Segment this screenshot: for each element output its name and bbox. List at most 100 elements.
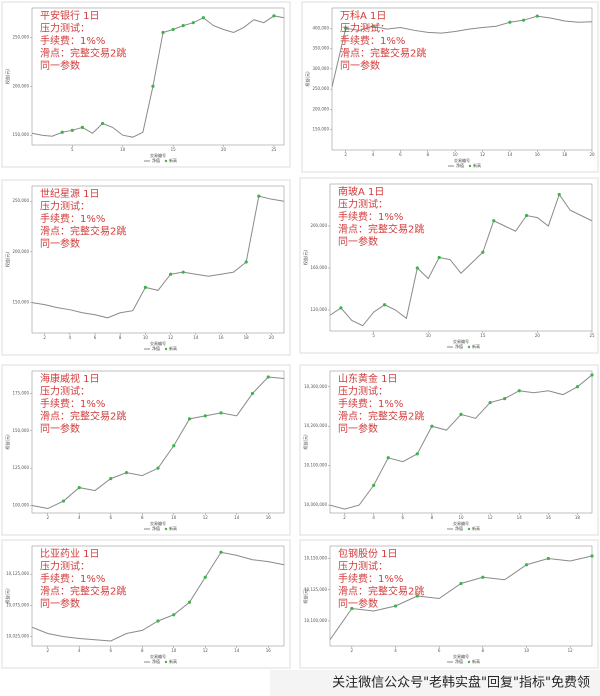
new-high-point — [517, 389, 521, 393]
x-tick-label: 25 — [589, 333, 595, 338]
y-tick-label: 125,000 — [12, 465, 29, 470]
y-tick-label: 175,000 — [12, 390, 29, 395]
equity-line — [330, 193, 592, 327]
x-tick-label: 12 — [203, 515, 209, 520]
new-high-point — [172, 444, 176, 448]
new-high-point — [524, 213, 529, 218]
y-tick-label: 150,000 — [12, 132, 29, 137]
new-high-point — [415, 452, 419, 456]
x-tick-label: 2 — [46, 515, 49, 520]
chart-panel: 150,000 200,000 250,000 5 10 15 20 25 权益(元) 交易编号净… — [1, 1, 291, 168]
new-high-point — [156, 619, 160, 623]
plot-area — [331, 7, 593, 151]
new-high-point — [151, 84, 155, 88]
annotation: 同一参数 — [40, 59, 80, 72]
x-tick-label: 10 — [171, 648, 177, 653]
chart-panel: 10,100,000 10,125,000 10,150,000 2 4 6 8 10 12 权益… — [299, 539, 599, 669]
panel-frame — [1, 1, 291, 168]
y-tick-label: 10,125,000 — [6, 571, 29, 576]
x-tick-label: 12 — [480, 152, 486, 157]
new-high-point — [575, 385, 580, 389]
x-tick-label: 18 — [562, 152, 568, 157]
annotation: 滑点：完整交易2跳 — [40, 410, 126, 423]
annotation: 压力测试： — [40, 200, 90, 213]
x-tick-label: 6 — [438, 648, 441, 653]
new-high-point — [590, 554, 594, 558]
legend-label: 净值 — [455, 525, 463, 531]
new-high-point — [203, 575, 207, 579]
legend-dot — [468, 164, 472, 168]
annotation: 山东黄金 1日 — [338, 372, 398, 385]
x-tick-label: 10 — [120, 147, 126, 152]
new-high-point — [201, 16, 205, 20]
new-high-point — [100, 121, 105, 126]
new-high-point — [393, 604, 398, 608]
annotation: 压力测试： — [40, 560, 90, 573]
annotation: 平安银行 1日 — [40, 9, 100, 22]
footer-text: 关注微信公众号"老韩实盘"回复"指标"免费领 — [332, 675, 590, 691]
plot-area — [31, 7, 285, 146]
new-high-point — [219, 411, 223, 415]
x-tick-label: 8 — [141, 515, 144, 520]
x-tick-label: 6 — [109, 648, 112, 653]
plot-area — [31, 370, 285, 514]
x-tick-label: 2 — [351, 648, 354, 653]
legend-label: 净值 — [152, 658, 160, 664]
panel-frame — [299, 177, 599, 354]
x-tick-label: 10 — [171, 515, 177, 520]
new-high-point — [382, 303, 387, 307]
y-tick-label: 250,000 — [12, 198, 29, 203]
y-tick-label: 400,000 — [312, 25, 329, 30]
plot-area — [329, 183, 593, 332]
new-high-point — [191, 21, 195, 25]
x-tick-label: 6 — [402, 515, 405, 520]
legend-label: 净值 — [152, 157, 160, 163]
annotation: 滑点：完整交易2跳 — [40, 47, 126, 60]
x-tick-label: 5 — [372, 333, 375, 338]
annotation: 比亚药业 1日 — [40, 548, 100, 560]
new-high-point — [481, 250, 485, 254]
legend-label: 新高 — [472, 525, 480, 531]
panel-frame — [299, 539, 599, 669]
plot-area — [31, 185, 285, 334]
annotation: 手续费：1%% — [338, 397, 403, 410]
annotation: 同一参数 — [338, 422, 378, 435]
new-high-point — [344, 26, 348, 30]
y-tick-label: 250,000 — [12, 34, 29, 39]
y-tick-label: 100,000 — [12, 503, 29, 508]
y-axis-label: 权益(元) — [4, 252, 10, 268]
x-tick-label: 2 — [344, 152, 347, 157]
new-high-point — [524, 563, 529, 567]
legend-label: 新高 — [169, 345, 177, 351]
x-tick-label: 10 — [453, 152, 459, 157]
legend-label: 新高 — [169, 525, 177, 531]
annotation: 同一参数 — [40, 422, 80, 435]
x-tick-label: 14 — [234, 515, 240, 520]
y-tick-label: 200,000 — [12, 249, 29, 254]
new-high-point — [156, 466, 160, 470]
x-tick-label: 16 — [266, 648, 272, 653]
new-high-point — [244, 260, 248, 264]
annotation: 滑点：完整交易2跳 — [338, 585, 424, 598]
x-tick-label: 18 — [575, 515, 581, 520]
equity-line — [32, 195, 284, 319]
y-axis-label: 权益(元) — [304, 71, 310, 87]
legend-label: 新高 — [169, 658, 177, 664]
new-high-point — [61, 499, 66, 503]
x-tick-label: 20 — [535, 333, 541, 338]
annotation: 手续费：1%% — [338, 572, 403, 585]
new-high-point — [181, 24, 185, 28]
annotation: 同一参数 — [40, 237, 80, 250]
new-high-point — [508, 20, 512, 24]
equity-line — [332, 15, 592, 88]
new-high-point — [203, 414, 207, 418]
annotation: 同一参数 — [338, 597, 378, 610]
x-tick-label: 2 — [43, 335, 46, 340]
new-high-point — [590, 373, 594, 377]
x-tick-label: 15 — [480, 333, 486, 338]
x-tick-label: 4 — [78, 648, 81, 653]
new-high-point — [481, 575, 485, 579]
y-tick-label: 250,000 — [312, 86, 329, 91]
x-tick-label: 14 — [517, 515, 523, 520]
